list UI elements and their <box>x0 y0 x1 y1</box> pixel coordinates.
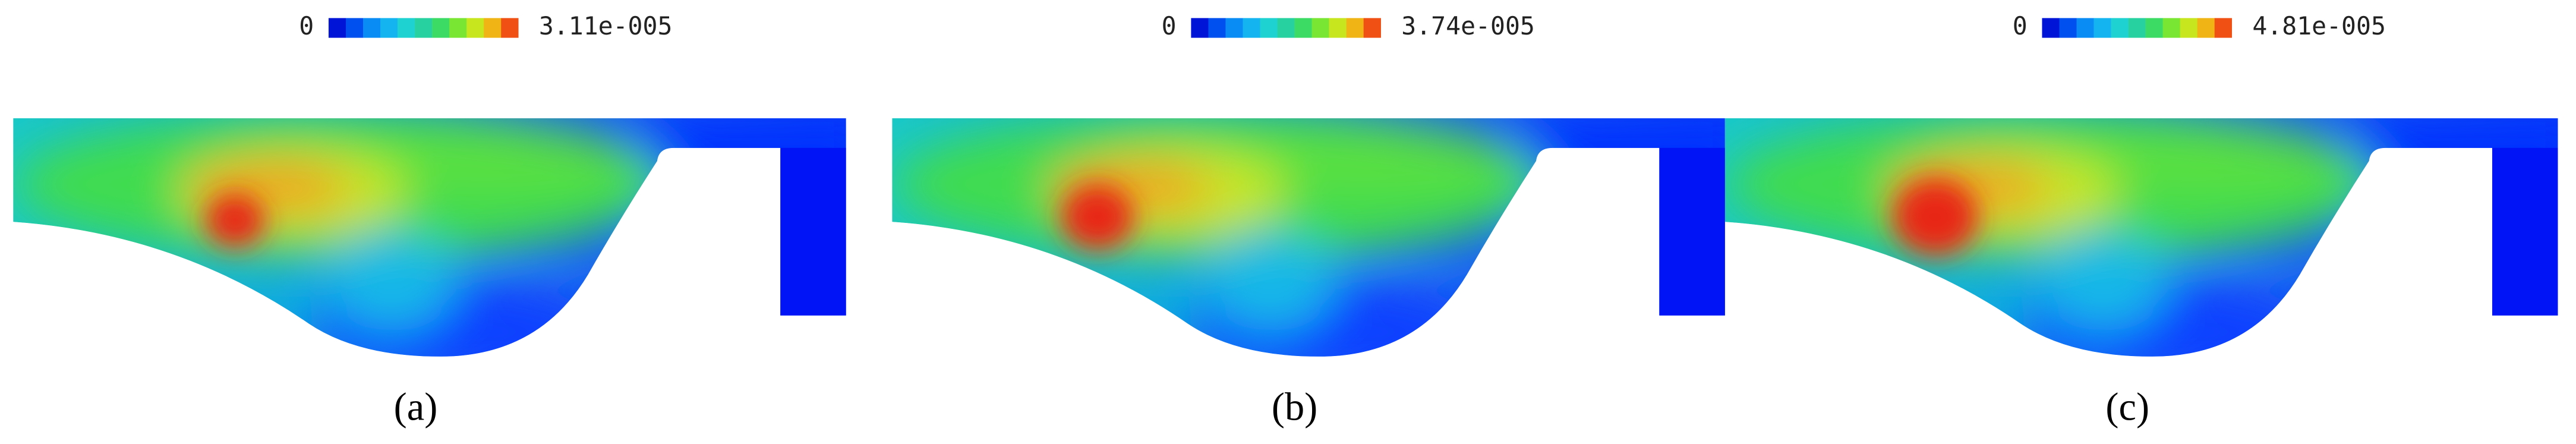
colorbar-swatch <box>1208 18 1226 38</box>
colorbar-swatch <box>2180 18 2197 38</box>
colorbar-swatch <box>1277 18 1295 38</box>
hot <box>205 193 265 247</box>
colorbar-swatch <box>2162 18 2180 38</box>
colorbar-swatch <box>1346 18 1364 38</box>
field-layers <box>13 118 846 357</box>
colorbar-swatch <box>466 18 484 38</box>
blobs <box>1724 118 2558 357</box>
colorbar-swatch <box>363 18 381 38</box>
panel: 0 3.74e-005 (b) <box>892 12 1725 429</box>
contour-field <box>13 118 846 357</box>
colorbar-swatch <box>415 18 433 38</box>
colorbar-swatch <box>328 18 346 38</box>
caption: (c) <box>2105 385 2149 429</box>
colorbar-swatch <box>1225 18 1243 38</box>
panel: 0 4.81e-005 (c) <box>1724 12 2558 429</box>
blobs <box>13 118 846 357</box>
colorbar-swatch <box>1243 18 1260 38</box>
red-blob <box>205 193 265 247</box>
contour-field <box>1724 118 2558 357</box>
hot <box>1061 184 1134 250</box>
colorbar-swatch <box>345 18 364 38</box>
blobs <box>892 118 1725 357</box>
colorbar-swatch <box>2093 18 2111 38</box>
hot <box>1892 178 1978 256</box>
colorbar-swatch <box>2076 18 2094 38</box>
colorbar-swatch <box>501 18 519 38</box>
right-block <box>1659 147 1725 316</box>
field-layers <box>892 118 1725 357</box>
colorbar-swatch <box>1294 18 1312 38</box>
colorbar-swatch <box>1260 18 1278 38</box>
colorbar-swatch <box>1329 18 1347 38</box>
colorbar-max-label: 4.81e-005 <box>2252 12 2386 40</box>
colorbar-swatch <box>398 18 415 38</box>
colorbar-swatch <box>2059 18 2077 38</box>
right-block <box>780 147 846 316</box>
colorbar-swatch <box>1311 18 1329 38</box>
right-block <box>2492 147 2558 316</box>
green-blob2 <box>342 126 638 193</box>
colorbar-swatch <box>1363 18 1381 38</box>
colorbar-swatch <box>380 18 398 38</box>
colorbar-swatch <box>484 18 502 38</box>
colorbar-swatch <box>2042 18 2060 38</box>
colorbar-max-label: 3.74e-005 <box>1401 12 1535 40</box>
colorbar-max-label: 3.11e-005 <box>539 12 673 40</box>
cyan-blob <box>2037 233 2169 332</box>
red-blob <box>1892 178 1978 256</box>
red-blob <box>1061 184 1134 250</box>
colorbar-swatch <box>2128 18 2146 38</box>
colorbar-swatch <box>1191 18 1209 38</box>
colorbar-swatch <box>2197 18 2215 38</box>
field-layers <box>1724 118 2558 357</box>
panel: 0 3.11e-005 (a) <box>13 12 846 429</box>
colorbar-min-label: 0 <box>299 12 314 40</box>
colorbar-swatch <box>432 18 450 38</box>
contour-field <box>892 118 1725 357</box>
green-blob2 <box>2053 126 2350 193</box>
caption: (b) <box>1272 385 1317 429</box>
colorbar-min-label: 0 <box>1162 12 1177 40</box>
green-blob2 <box>1221 126 1516 193</box>
colorbar-swatch <box>449 18 467 38</box>
cyan-blob <box>1204 233 1336 332</box>
colorbar-swatch <box>2214 18 2233 38</box>
colorbar-min-label: 0 <box>2013 12 2028 40</box>
cyan-blob <box>325 233 457 332</box>
colorbar-swatch <box>2145 18 2163 38</box>
caption: (a) <box>394 385 438 429</box>
colorbar-swatch <box>2111 18 2129 38</box>
